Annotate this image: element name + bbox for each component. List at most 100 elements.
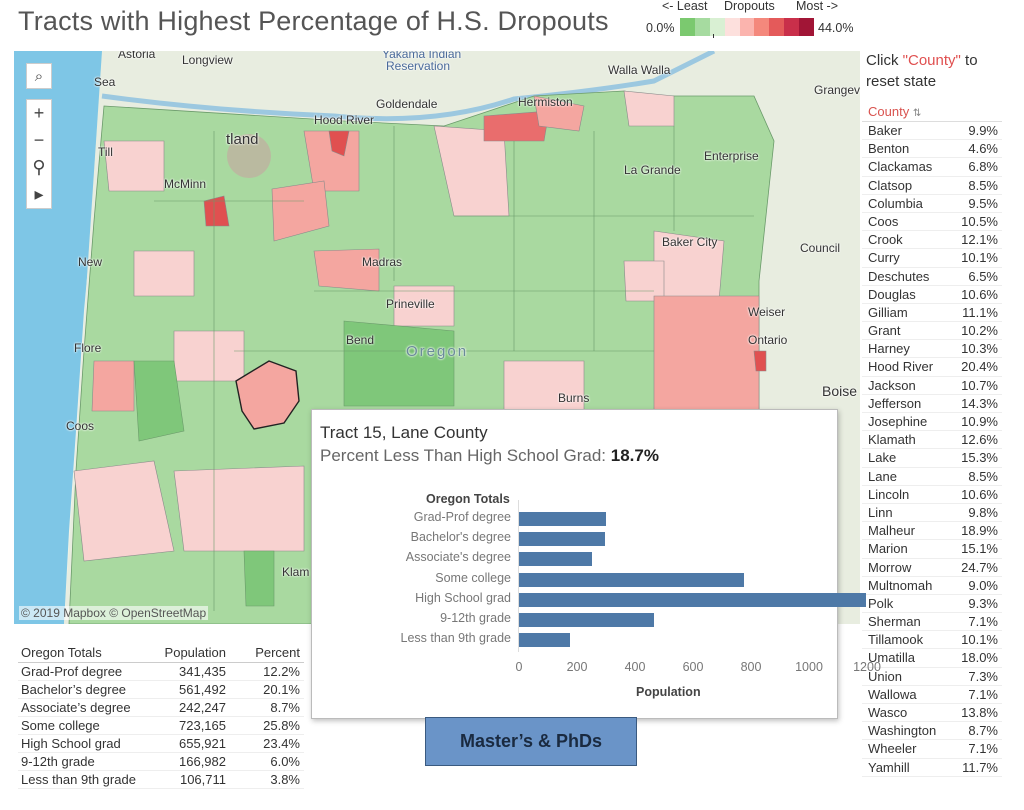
tract-region[interactable] xyxy=(533,95,585,132)
zoom-out-button[interactable]: − xyxy=(27,127,51,154)
chart-bar[interactable] xyxy=(519,512,606,526)
county-row[interactable]: Douglas 10.6% xyxy=(862,286,1002,304)
county-row[interactable]: Clackamas 6.8% xyxy=(862,158,1002,177)
county-row[interactable]: Yamhill 11.7% xyxy=(862,759,1002,777)
legend-color-swatch xyxy=(709,18,725,36)
county-row[interactable]: Marion 15.1% xyxy=(862,540,1002,559)
search-button[interactable]: ⌕ xyxy=(26,63,52,89)
hint-text: to xyxy=(960,52,978,69)
county-row[interactable]: Benton 4.6% xyxy=(862,140,1002,159)
county-row[interactable]: Morrow 24.7% xyxy=(862,559,1002,577)
tract-region[interactable] xyxy=(653,295,760,412)
chart-y-axis xyxy=(518,500,519,652)
county-value: 15.3% xyxy=(961,450,998,466)
tract-region[interactable] xyxy=(483,110,550,142)
county-row[interactable]: Lake 15.3% xyxy=(862,449,1002,468)
county-row[interactable]: Clatsop 8.5% xyxy=(862,177,1002,195)
chart-bar[interactable] xyxy=(519,633,570,648)
tract-region[interactable] xyxy=(623,90,675,127)
county-row[interactable]: Multnomah 9.0% xyxy=(862,577,1002,595)
map-attribution[interactable]: © 2019 Mapbox © OpenStreetMap xyxy=(19,606,209,620)
county-value: 7.3% xyxy=(968,668,998,684)
urban-cluster xyxy=(227,134,271,178)
tract-region[interactable] xyxy=(271,180,330,242)
map-label: Bend xyxy=(346,333,375,347)
county-row[interactable]: Curry 10.1% xyxy=(862,249,1002,268)
county-column-header[interactable]: County ⇅ xyxy=(862,104,1002,122)
county-row[interactable]: Wallowa 7.1% xyxy=(862,686,1002,704)
tract-region[interactable] xyxy=(103,140,165,192)
county-row[interactable]: Baker 9.9% xyxy=(862,122,1002,141)
county-row[interactable]: Wasco 13.8% xyxy=(862,704,1002,723)
county-row[interactable]: Coos 10.5% xyxy=(862,213,1002,232)
tract-region[interactable] xyxy=(73,460,175,562)
county-name: Deschutes xyxy=(868,268,930,284)
totals-row: Associate’s degree 242,247 8.7% xyxy=(18,699,304,717)
county-row[interactable]: Sherman 7.1% xyxy=(862,613,1002,632)
tract-region[interactable] xyxy=(393,285,455,327)
chart-bar[interactable] xyxy=(519,552,592,567)
county-value: 9.9% xyxy=(968,123,998,138)
county-row[interactable]: Grant 10.2% xyxy=(862,322,1002,341)
county-value: 8.7% xyxy=(968,723,998,739)
county-row[interactable]: Umatilla 18.0% xyxy=(862,649,1002,668)
tract-region[interactable] xyxy=(623,260,665,302)
county-row[interactable]: Wheeler 7.1% xyxy=(862,740,1002,759)
pin-map-button[interactable]: ⚲ xyxy=(27,154,51,181)
legend-dropouts-label: Dropouts xyxy=(724,0,775,13)
county-row[interactable]: Lane 8.5% xyxy=(862,468,1002,486)
county-row[interactable]: Josephine 10.9% xyxy=(862,413,1002,432)
map-label: Sea xyxy=(94,75,116,89)
county-row[interactable]: Lincoln 10.6% xyxy=(862,486,1002,504)
expand-toolbar-button[interactable]: ▸ xyxy=(27,181,51,208)
county-row[interactable]: Deschutes 6.5% xyxy=(862,268,1002,286)
tooltip-subtitle-label: Percent Less Than High School Grad: xyxy=(320,446,611,465)
county-row[interactable]: Klamath 12.6% xyxy=(862,431,1002,450)
map-label: Walla Walla xyxy=(608,63,671,77)
county-value: 10.7% xyxy=(961,377,998,393)
map-label: New xyxy=(78,255,103,269)
county-value: 7.1% xyxy=(968,741,998,757)
chart-bar[interactable] xyxy=(519,532,605,547)
county-row[interactable]: Malheur 18.9% xyxy=(862,522,1002,541)
county-row[interactable]: Linn 9.8% xyxy=(862,504,1002,523)
tract-region[interactable] xyxy=(173,465,305,552)
tract-region[interactable] xyxy=(133,360,185,442)
county-row[interactable]: Crook 12.1% xyxy=(862,231,1002,250)
totals-row: Grad-Prof degree 341,435 12.2% xyxy=(18,663,304,681)
county-row[interactable]: Union 7.3% xyxy=(862,668,1002,686)
county-row[interactable]: Harney 10.3% xyxy=(862,340,1002,359)
county-row[interactable]: Washington 8.7% xyxy=(862,722,1002,741)
county-row[interactable]: Jackson 10.7% xyxy=(862,377,1002,395)
county-value: 12.1% xyxy=(961,232,998,248)
county-value: 18.0% xyxy=(961,650,998,666)
chart-bar[interactable] xyxy=(519,592,866,607)
county-row[interactable]: Hood River 20.4% xyxy=(862,358,1002,377)
sort-icon[interactable]: ⇅ xyxy=(912,108,922,119)
tract-region[interactable] xyxy=(133,250,195,297)
chart-bar[interactable] xyxy=(519,613,654,627)
county-value: 12.6% xyxy=(961,432,998,448)
tract-region[interactable] xyxy=(91,360,135,412)
county-row[interactable]: Jefferson 14.3% xyxy=(862,395,1002,413)
tract-region[interactable] xyxy=(203,195,230,227)
county-row[interactable]: Polk 9.3% xyxy=(862,595,1002,614)
legend-color-swatch xyxy=(739,18,755,36)
chart-title: Oregon Totals xyxy=(426,492,510,506)
chart-category-label: Bachelor's degree xyxy=(410,530,511,545)
county-name: Benton xyxy=(868,141,910,157)
tract-region[interactable] xyxy=(343,320,455,407)
zoom-in-button[interactable]: + xyxy=(27,100,51,127)
county-row[interactable]: Tillamook 10.1% xyxy=(862,631,1002,650)
tract-region[interactable] xyxy=(243,550,275,607)
tract-region[interactable] xyxy=(173,330,245,382)
county-row[interactable]: Columbia 9.5% xyxy=(862,195,1002,213)
chart-bar[interactable] xyxy=(519,572,744,587)
county-row[interactable]: Gilliam 11.1% xyxy=(862,304,1002,323)
tract-region[interactable] xyxy=(753,350,767,372)
masters-phds-button[interactable]: Master’s & PhDs xyxy=(425,717,637,766)
chart-category-label: Associate's degree xyxy=(405,550,511,565)
tooltip-subtitle: Percent Less Than High School Grad: 18.7… xyxy=(320,446,659,466)
tract-region[interactable] xyxy=(328,130,350,157)
selected-tract[interactable] xyxy=(235,360,300,430)
